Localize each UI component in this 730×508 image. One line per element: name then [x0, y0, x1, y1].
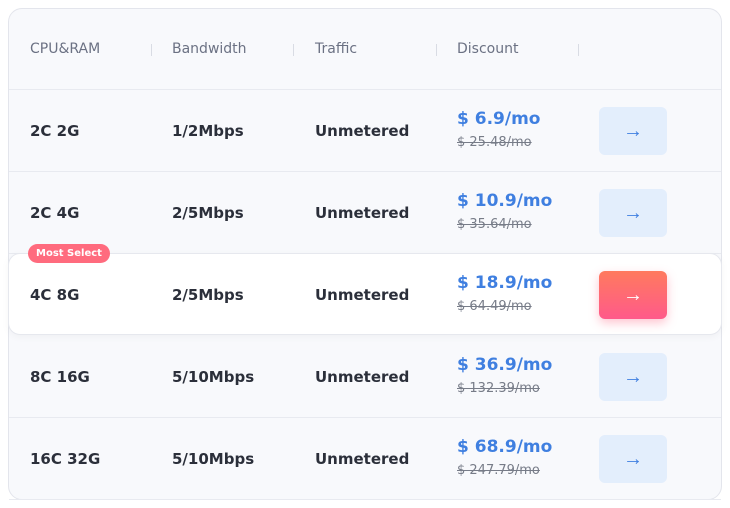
traffic: Unmetered	[315, 450, 410, 468]
original-price: $ 35.64/mo	[457, 217, 532, 232]
header-discount: Discount	[457, 41, 519, 57]
bandwidth: 5/10Mbps	[172, 368, 255, 386]
select-plan-button[interactable]: →	[599, 435, 667, 483]
original-price: $ 25.48/mo	[457, 135, 532, 150]
bandwidth: 2/5Mbps	[172, 204, 244, 222]
original-price: $ 132.39/mo	[457, 381, 540, 396]
discount-price: $ 18.9/mo	[457, 273, 553, 293]
arrow-right-icon: →	[623, 119, 643, 142]
cpu-ram: 16C 32G	[30, 450, 101, 468]
most-select-badge: Most Select	[28, 244, 110, 263]
table-header: CPU&RAM Bandwidth Traffic Discount	[9, 9, 721, 90]
divider	[436, 44, 437, 56]
discount-price: $ 10.9/mo	[457, 191, 553, 211]
table-row: 2C 2G 1/2Mbps Unmetered $ 6.9/mo $ 25.48…	[9, 90, 721, 172]
traffic: Unmetered	[315, 368, 410, 386]
arrow-right-icon: →	[623, 447, 643, 470]
discount-price: $ 68.9/mo	[457, 437, 553, 457]
traffic: Unmetered	[315, 122, 410, 140]
select-plan-button[interactable]: →	[599, 271, 667, 319]
select-plan-button[interactable]: →	[599, 107, 667, 155]
table-row: 4C 8G 2/5Mbps Unmetered $ 18.9/mo $ 64.4…	[8, 253, 722, 335]
bandwidth: 5/10Mbps	[172, 450, 255, 468]
divider	[151, 44, 152, 56]
table-row: 16C 32G 5/10Mbps Unmetered $ 68.9/mo $ 2…	[9, 418, 721, 500]
pricing-table: CPU&RAM Bandwidth Traffic Discount 2C 2G…	[8, 8, 722, 500]
original-price: $ 247.79/mo	[457, 463, 540, 478]
header-bandwidth: Bandwidth	[172, 41, 247, 57]
traffic: Unmetered	[315, 204, 410, 222]
table-row: 8C 16G 5/10Mbps Unmetered $ 36.9/mo $ 13…	[9, 336, 721, 418]
divider	[293, 44, 294, 56]
cpu-ram: 4C 8G	[30, 286, 80, 304]
discount-price: $ 6.9/mo	[457, 109, 541, 129]
select-plan-button[interactable]: →	[599, 353, 667, 401]
discount-price: $ 36.9/mo	[457, 355, 553, 375]
header-traffic: Traffic	[315, 41, 358, 57]
divider	[578, 44, 579, 56]
bandwidth: 2/5Mbps	[172, 286, 244, 304]
arrow-right-icon: →	[623, 201, 643, 224]
cpu-ram: 8C 16G	[30, 368, 90, 386]
traffic: Unmetered	[315, 286, 410, 304]
cpu-ram: 2C 2G	[30, 122, 80, 140]
table-row: 2C 4G 2/5Mbps Unmetered $ 10.9/mo $ 35.6…	[9, 172, 721, 254]
bandwidth: 1/2Mbps	[172, 122, 244, 140]
select-plan-button[interactable]: →	[599, 189, 667, 237]
header-cpu: CPU&RAM	[30, 41, 101, 57]
arrow-right-icon: →	[623, 283, 643, 306]
arrow-right-icon: →	[623, 365, 643, 388]
original-price: $ 64.49/mo	[457, 299, 532, 314]
cpu-ram: 2C 4G	[30, 204, 80, 222]
